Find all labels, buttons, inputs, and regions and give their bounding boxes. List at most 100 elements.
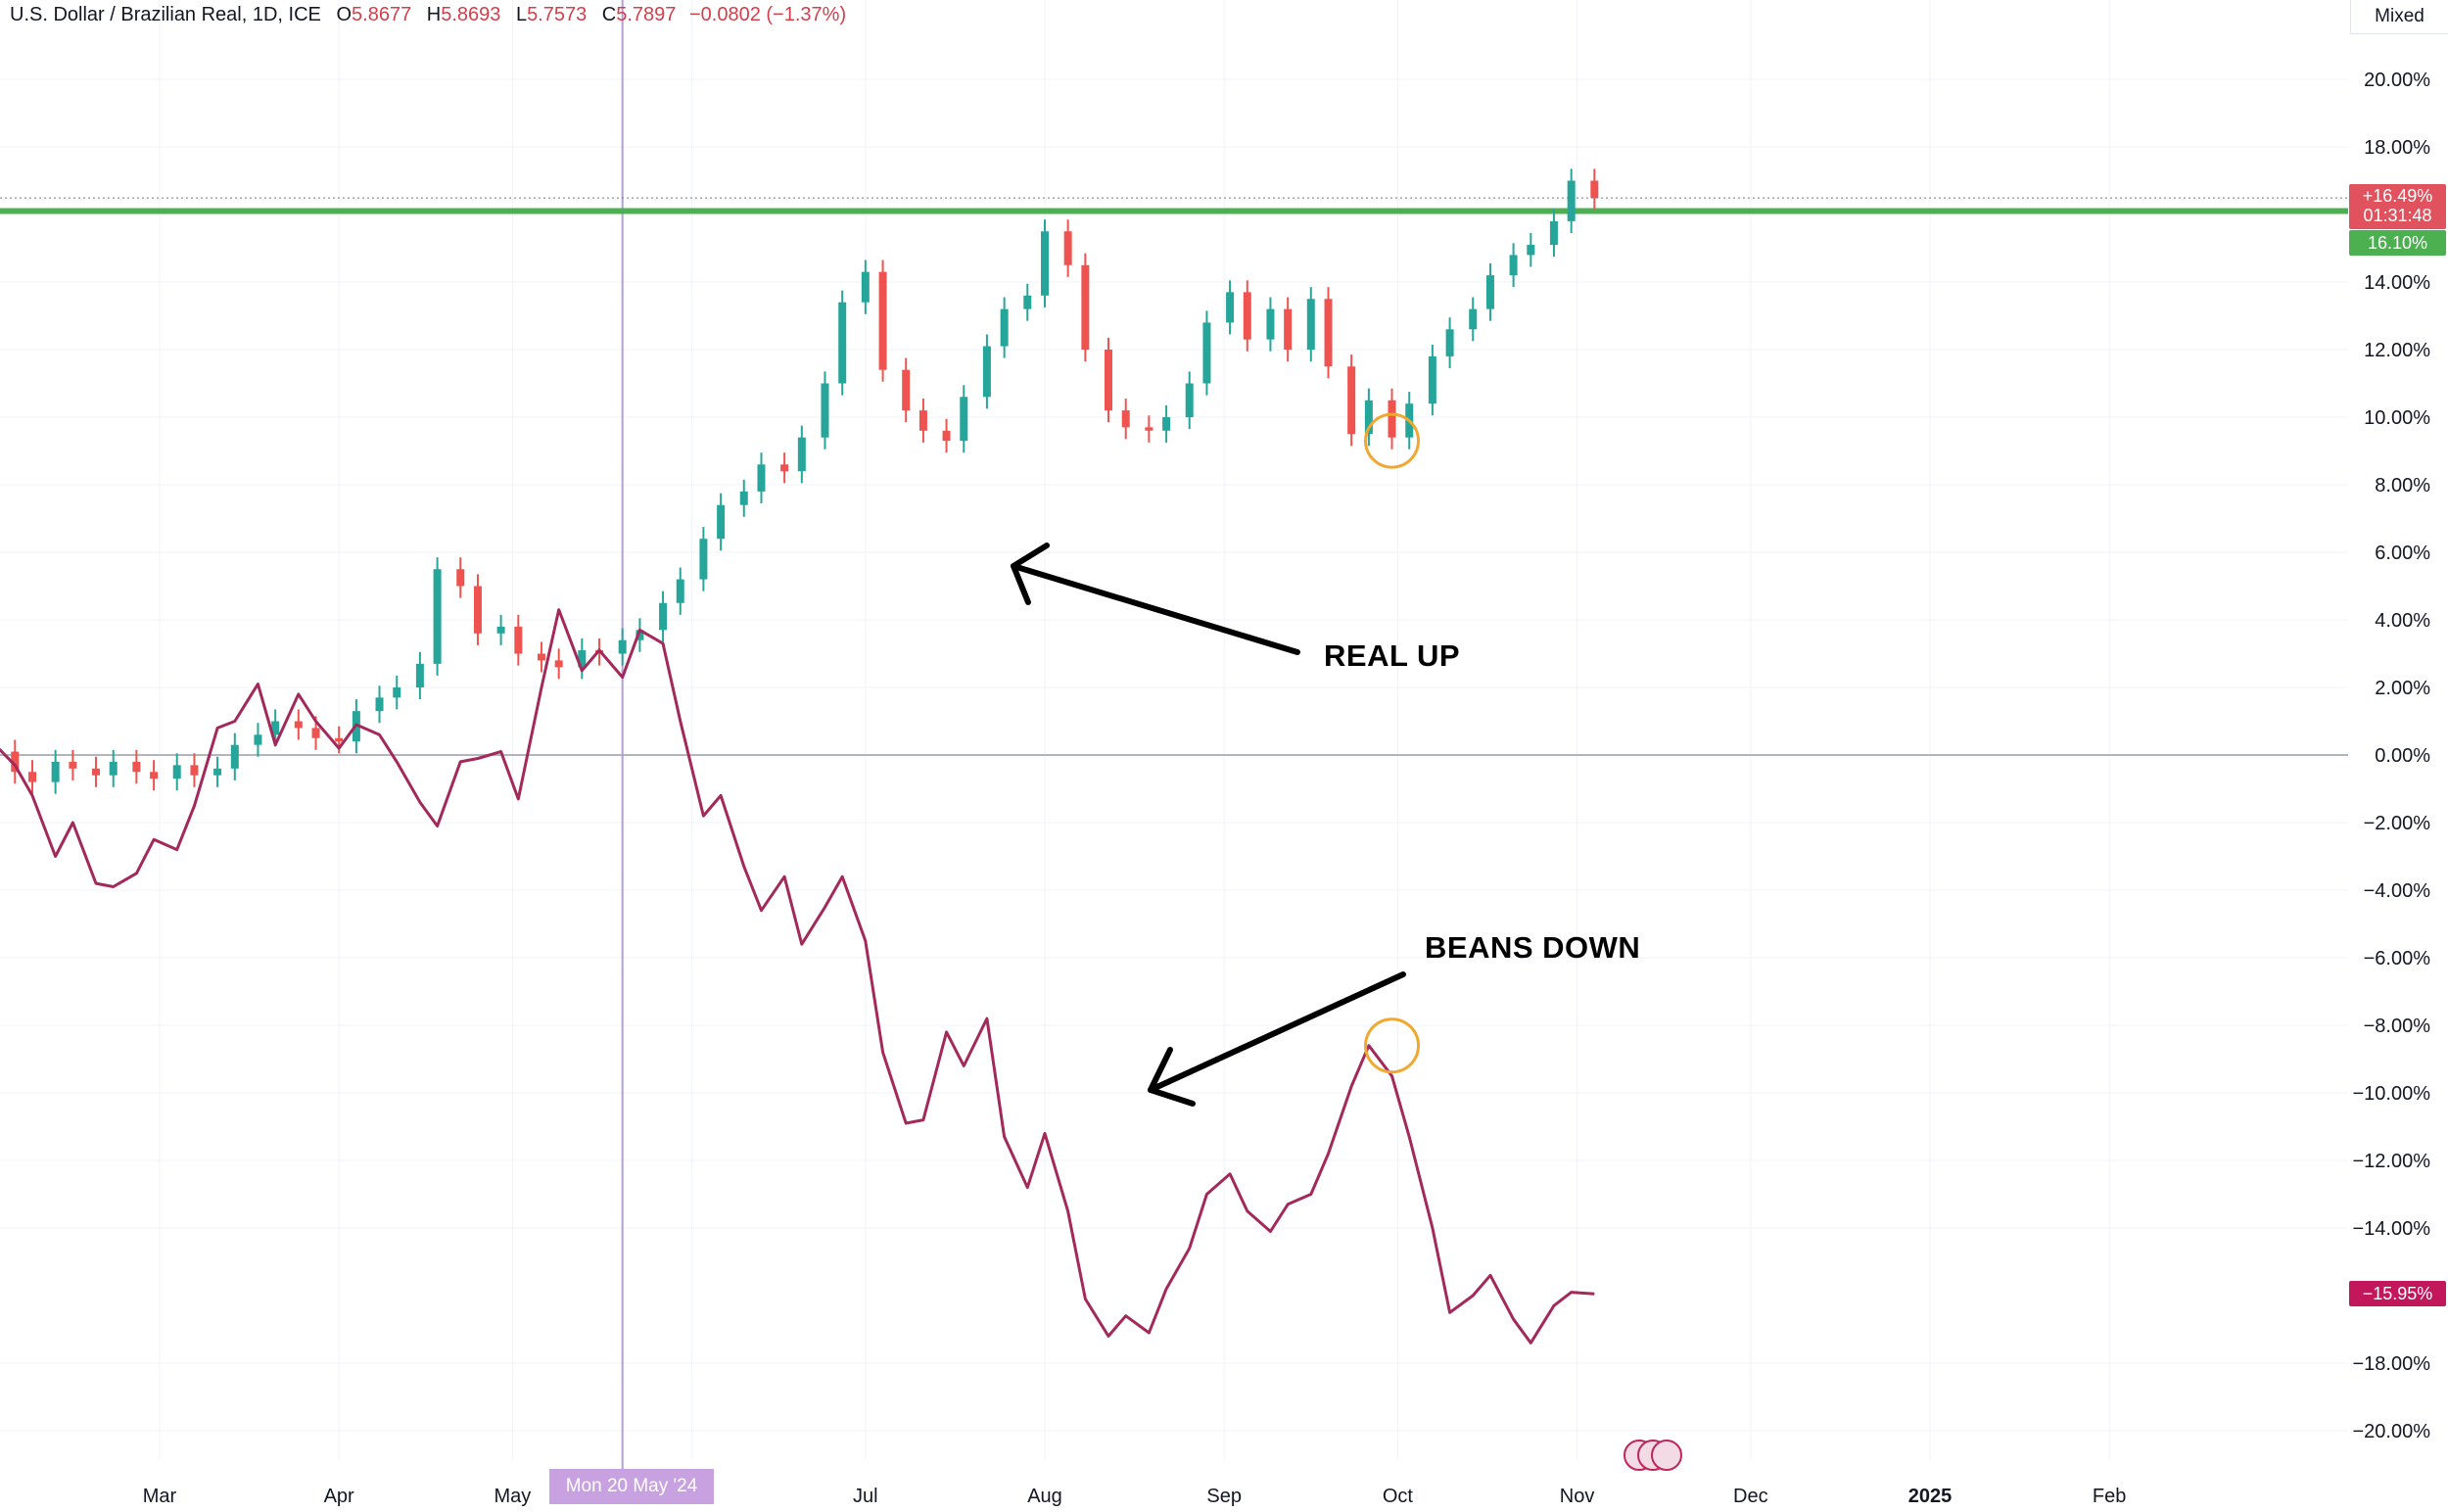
candle-body (780, 464, 789, 472)
grid (0, 0, 2348, 1459)
open-value: 5.8677 (352, 4, 412, 25)
candle-body (554, 660, 563, 668)
candle-body (393, 687, 401, 698)
highlight-circles (1364, 412, 1421, 1074)
y-tick-label: −12.00% (2352, 1151, 2430, 1172)
arrow-real-up (1011, 563, 1300, 655)
candle-body (1527, 245, 1535, 256)
y-tick-label: −2.00% (2364, 813, 2431, 834)
annotation-beans-down: BEANS DOWN (1425, 930, 1641, 965)
candle-body (1428, 355, 1436, 404)
compare-series-line (0, 608, 1595, 1345)
arrow-beans-down (1148, 971, 1406, 1093)
candle-body (92, 768, 101, 776)
annotation-arrows (1011, 543, 1406, 1107)
candle-body (676, 579, 684, 603)
low-label: L (515, 4, 528, 25)
candle-body (1243, 292, 1251, 340)
y-tick-label: −8.00% (2364, 1016, 2431, 1037)
compare-line (0, 608, 1595, 1345)
high-label: H (426, 4, 442, 25)
candle-body (838, 302, 847, 384)
candle-body (271, 721, 280, 735)
x-tick-label: Oct (1383, 1486, 1414, 1507)
candle-body (473, 586, 482, 634)
candle-body (717, 504, 726, 540)
candle-body (982, 346, 991, 398)
candle-body (51, 761, 60, 782)
candle-body (878, 271, 887, 370)
y-tick-label: 14.00% (2364, 272, 2430, 294)
candle-body (699, 539, 708, 580)
x-tick-label: Nov (1560, 1486, 1595, 1507)
candle-body (1347, 366, 1356, 435)
candle-body (514, 626, 523, 654)
candle-body (11, 751, 20, 773)
open-label: O (336, 4, 353, 25)
candle-body (739, 491, 748, 505)
candle-body (578, 650, 587, 668)
x-axis: MarAprMayJunJulAugSepOctNovDec2025Feb (143, 1486, 2127, 1507)
usdbrl-candles (11, 168, 1599, 794)
y-tick-label: −4.00% (2364, 880, 2431, 902)
candle-body (213, 768, 222, 776)
x-tick-label: Mar (143, 1486, 177, 1507)
highlight-circle-compare (1364, 1017, 1421, 1074)
x-tick-label: Feb (2093, 1486, 2126, 1507)
candle-body (1509, 255, 1518, 276)
arrow-real-up-head (1011, 543, 1050, 605)
high-value: 5.8693 (441, 4, 501, 25)
symbol-title: U.S. Dollar / Brazilian Real, 1D, ICE (10, 4, 321, 25)
close-value: 5.7897 (616, 4, 677, 25)
x-tick-label: Dec (1733, 1486, 1768, 1507)
candle-body (132, 761, 141, 773)
y-tick-label: 18.00% (2364, 137, 2430, 159)
x-tick-label: Jul (853, 1486, 878, 1507)
candle-body (757, 464, 766, 492)
us-flag-icon (1651, 1440, 1682, 1471)
scale-mode-button[interactable]: Mixed (2350, 0, 2448, 34)
candle-body (190, 765, 199, 776)
y-tick-label: 10.00% (2364, 407, 2430, 429)
x-tick-label: Aug (1027, 1486, 1062, 1507)
candle-body (28, 772, 37, 782)
candle-body (311, 728, 320, 738)
candle-body (1162, 417, 1171, 431)
candle-body (1549, 220, 1558, 246)
y-axis: 20.00% 18.00% 14.00% 12.00% 10.00% 8.00% 6.00%… (2352, 70, 2430, 1442)
level-price-tag: 16.10% (2349, 230, 2446, 256)
candle-body (1388, 400, 1396, 438)
candle-body (1226, 292, 1235, 323)
candle-body (1567, 180, 1576, 221)
y-tick-label: −20.00% (2352, 1421, 2430, 1442)
candle-body (1023, 295, 1032, 309)
candle-body (230, 744, 239, 769)
compare-price-tag: −15.95% (2349, 1281, 2446, 1306)
candle-body (1202, 322, 1211, 384)
low-value: 5.7573 (527, 4, 588, 25)
symbol-header: U.S. Dollar / Brazilian Real, 1D, ICE O5… (10, 4, 846, 26)
x-tick-label: May (494, 1486, 532, 1507)
y-tick-label: 4.00% (2375, 610, 2430, 632)
candle-body (294, 721, 303, 729)
highlight-circle-usdbrl (1364, 412, 1421, 469)
x-tick-label: Apr (324, 1486, 354, 1507)
horizontal-level-line (0, 197, 2348, 214)
y-tick-label: 20.00% (2364, 70, 2430, 91)
annotation-real-up: REAL UP (1324, 638, 1461, 673)
candle-body (659, 602, 668, 631)
y-tick-label: −10.00% (2352, 1083, 2430, 1105)
candle-body (797, 437, 806, 472)
candle-body (821, 383, 829, 438)
candle-body (636, 630, 644, 640)
y-tick-label: −18.00% (2352, 1353, 2430, 1375)
candle-body (150, 772, 159, 780)
candle-body (109, 761, 118, 776)
candle-body (415, 663, 424, 687)
candle-body (1266, 308, 1275, 340)
candle-body (172, 765, 181, 780)
candle-body (69, 761, 77, 769)
y-tick-label: −14.00% (2352, 1218, 2430, 1240)
economic-events-icon[interactable] (1624, 1440, 1684, 1471)
